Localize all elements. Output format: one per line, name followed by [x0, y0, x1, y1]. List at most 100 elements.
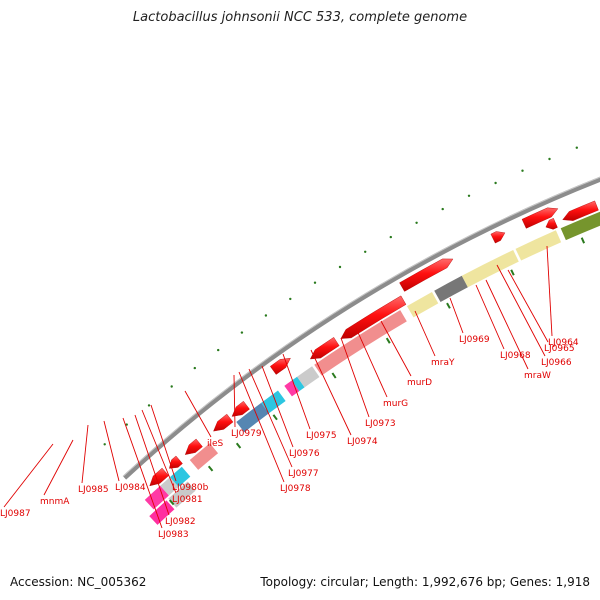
gene-label: murD [407, 378, 432, 388]
gene-label-leader [310, 349, 352, 436]
gene-label: LJ0987 [0, 509, 31, 519]
gene-label: LJ0983 [158, 530, 189, 540]
gene-label: LJ0985 [78, 485, 109, 495]
minor-tick [364, 250, 367, 253]
accession-text: Accession: NC_005362 [10, 575, 147, 589]
gene-label: LJ0974 [347, 437, 378, 447]
gene-label-leader [507, 269, 549, 343]
gene-label-leader [414, 310, 436, 357]
minor-tick [264, 314, 268, 317]
backbone-layer [122, 176, 600, 480]
cog-block [261, 390, 286, 414]
gene-label-leader [340, 337, 370, 418]
feature-dash [207, 465, 214, 472]
gene-label: LJ0975 [306, 431, 337, 441]
cog-block [560, 211, 600, 241]
minor-tick [103, 443, 106, 446]
gene-label: LJ0969 [459, 335, 490, 345]
feature-dash [385, 337, 391, 344]
gene-label-leader [485, 279, 529, 370]
cog-block [434, 275, 468, 303]
gene-label: LJ0978 [280, 484, 311, 494]
minor-tick [313, 281, 317, 284]
cog-block [144, 485, 169, 510]
gene-label-leader [81, 424, 89, 484]
minor-tick [521, 169, 524, 172]
gene-label-leader [282, 353, 311, 430]
cog-block [236, 402, 269, 433]
genome-info-text: Topology: circular; Length: 1,992,676 bp… [260, 575, 590, 589]
feature-dash [272, 414, 278, 421]
feature-dash [580, 237, 586, 244]
gene-arrow-reverse [309, 337, 340, 360]
cog-block [461, 249, 519, 288]
gene-label-leader [380, 320, 412, 377]
cog-block [149, 500, 175, 525]
minor-tick [415, 221, 418, 224]
minor-tick [548, 157, 551, 161]
gene-label: mraW [524, 371, 551, 381]
cog-block [291, 376, 305, 392]
minor-tick [125, 423, 128, 426]
gene-label-leader [238, 371, 285, 483]
gene-layer [149, 200, 599, 487]
minor-tick [240, 331, 244, 334]
minor-tick [494, 181, 497, 185]
scale-tick-layer: 865 kbp870 kbp875 kbp880 kbp885 kbp [103, 146, 578, 446]
gene-label-leader [355, 327, 388, 398]
gene-label-leader [141, 409, 177, 494]
gene-label-leader [43, 439, 74, 496]
genome-backbone [122, 176, 600, 480]
gene-label: mnmA [40, 497, 70, 507]
cog-block [170, 466, 191, 487]
minor-tick [289, 297, 292, 301]
cog-block [189, 443, 219, 470]
gene-label-leader [261, 365, 294, 448]
minor-tick [441, 207, 444, 211]
gene-label-leader [233, 374, 236, 428]
gene-label-leader [449, 297, 464, 334]
gene-label: LJ0980b [172, 483, 209, 493]
minor-tick [147, 404, 151, 407]
gene-arrow-forward [490, 231, 506, 244]
gene-label-leader [248, 368, 293, 468]
minor-tick [575, 146, 578, 149]
gene-arrow-reverse [213, 413, 234, 432]
gene-label-leader [122, 417, 163, 529]
minor-tick [217, 348, 220, 352]
cog-block [297, 366, 320, 388]
gene-label-leader [475, 284, 505, 350]
gene-arrow-reverse [231, 400, 250, 417]
gene-label-leader [496, 264, 546, 357]
minor-tick [193, 366, 196, 370]
gene-label: mraY [431, 358, 455, 368]
gene-label: LJ0965 [544, 344, 575, 354]
gene-label: LJ0982 [165, 517, 196, 527]
gene-arrow-reverse [562, 200, 599, 221]
minor-tick [170, 385, 173, 388]
genome-backbone-highlight [122, 176, 600, 477]
gene-label: LJ0981 [172, 495, 203, 505]
cog-block [160, 477, 179, 496]
gene-label: LJ0977 [288, 469, 319, 479]
gene-label-leader [103, 420, 120, 482]
cog-block [515, 230, 562, 261]
gene-label-leader [184, 390, 212, 438]
gene-label: ileS [207, 439, 224, 449]
minor-tick [389, 235, 392, 239]
gene-arrow-reverse [169, 455, 183, 469]
feature-dash [235, 442, 242, 449]
feature-dash [168, 499, 175, 506]
gene-arrow-forward [399, 258, 454, 292]
gene-label: LJ0973 [365, 419, 396, 429]
cog-block [406, 291, 439, 318]
gene-arrow-reverse [149, 467, 169, 487]
gene-arrow-reverse [184, 438, 203, 455]
feature-dash [331, 372, 337, 379]
gene-label-leader [546, 245, 553, 337]
gene-label: LJ0968 [500, 351, 531, 361]
gene-arrow-reverse [545, 218, 558, 230]
map-title: Lactobacillus johnsonii NCC 533, complet… [132, 10, 468, 25]
gene-label: LJ0964 [548, 338, 579, 348]
